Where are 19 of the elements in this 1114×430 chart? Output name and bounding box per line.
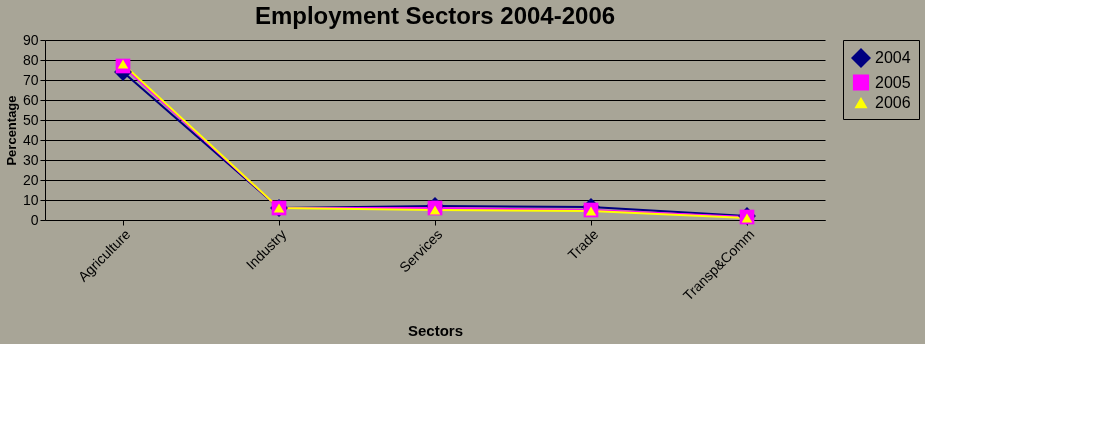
- y-tick-label: 0: [30, 211, 39, 228]
- legend-label: 2006: [875, 94, 911, 111]
- y-tick-label: 70: [22, 71, 39, 88]
- point: [585, 206, 597, 216]
- y-tick-label: 60: [22, 91, 39, 108]
- y-tick-label: 40: [22, 131, 39, 148]
- y-tick-label: 10: [22, 191, 39, 208]
- chart-title: Employment Sectors 2004-2006: [254, 2, 616, 29]
- legend-label: 2005: [875, 73, 911, 91]
- legend-label: 2004: [875, 49, 911, 66]
- point: [429, 205, 441, 215]
- y-axis-title: Percentage: [3, 95, 19, 166]
- y-tick-label: 50: [22, 111, 39, 128]
- point: [117, 59, 129, 69]
- y-tick-label: 30: [22, 151, 39, 168]
- y-tick-label: 20: [22, 171, 39, 188]
- y-tick-label: 80: [22, 51, 39, 68]
- y-tick-label: 90: [22, 31, 39, 48]
- x-axis-title: Sectors: [407, 321, 464, 339]
